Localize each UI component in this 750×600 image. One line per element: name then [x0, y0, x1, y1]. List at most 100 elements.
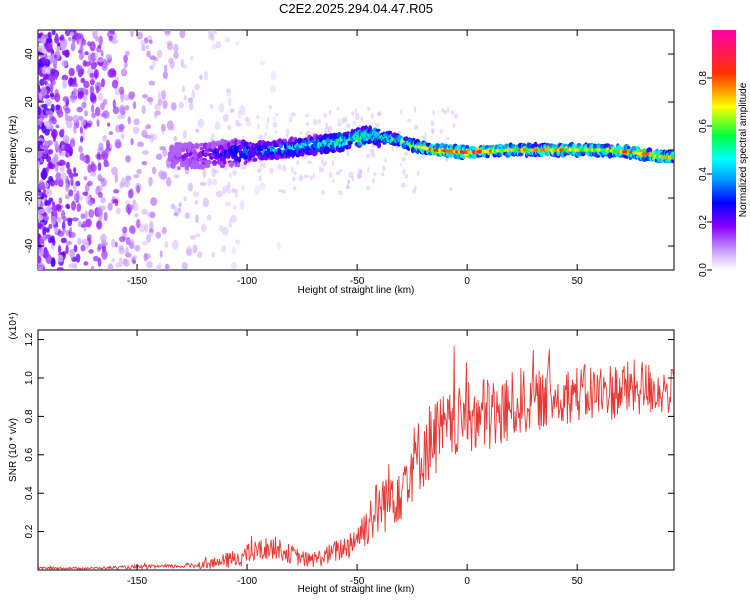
ridge-cell — [206, 160, 213, 165]
noise-blob — [38, 38, 42, 43]
noise-blob — [202, 197, 209, 208]
noise-blob — [95, 106, 101, 117]
noise-blob — [336, 170, 341, 176]
noise-blob — [241, 184, 245, 191]
noise-blob — [346, 151, 350, 156]
x-tick-label: 0 — [464, 576, 470, 587]
x-tick-label: -100 — [237, 576, 257, 587]
noise-blob — [181, 262, 188, 270]
noise-blob — [140, 40, 146, 47]
noise-blob — [77, 90, 85, 99]
noise-blob — [157, 91, 161, 101]
noise-blob — [136, 218, 141, 229]
noise-blob — [57, 110, 64, 118]
noise-blob — [101, 249, 108, 260]
noise-blob — [111, 79, 119, 89]
noise-blob — [158, 169, 165, 180]
colorbar-tick-label: 0.6 — [698, 119, 709, 133]
noise-blob — [401, 156, 406, 162]
noise-blob — [211, 167, 217, 178]
ridge-cell — [187, 141, 193, 147]
noise-blob — [275, 112, 279, 117]
noise-blob — [141, 104, 146, 115]
noise-blob — [101, 78, 105, 88]
noise-blob — [115, 141, 122, 149]
noise-blob — [208, 30, 214, 37]
noise-blob — [256, 115, 260, 119]
noise-blob — [62, 50, 70, 57]
noise-blob — [81, 101, 87, 109]
noise-blob — [38, 149, 44, 159]
noise-blob — [71, 83, 79, 88]
noise-blob — [265, 120, 269, 131]
x-tick-label: 0 — [464, 276, 470, 287]
noise-blob — [243, 164, 247, 169]
noise-blob — [173, 51, 179, 59]
noise-blob — [384, 157, 387, 163]
noise-blob — [212, 178, 217, 186]
ridge-cell — [275, 153, 279, 161]
noise-blob — [189, 235, 197, 240]
noise-blob — [360, 116, 364, 122]
noise-blob — [73, 244, 78, 253]
noise-blob — [146, 261, 153, 269]
noise-blob — [182, 130, 187, 140]
noise-blob — [213, 30, 218, 35]
noise-blob — [403, 151, 409, 157]
x-tick-label: 50 — [572, 276, 584, 287]
noise-blob — [132, 202, 139, 212]
noise-blob — [38, 247, 45, 257]
noise-blob — [38, 124, 41, 131]
y-tick-label: 40 — [24, 48, 35, 60]
noise-blob — [130, 138, 134, 146]
noise-blob — [423, 135, 427, 142]
noise-blob — [79, 126, 83, 134]
noise-blob — [149, 220, 154, 231]
noise-blob — [64, 107, 71, 114]
noise-blob — [285, 133, 289, 139]
noise-blob — [80, 77, 86, 84]
noise-blob — [298, 174, 304, 182]
noise-blob — [258, 175, 262, 182]
noise-blob — [162, 149, 168, 157]
noise-blob — [54, 71, 58, 80]
noise-blob — [118, 245, 124, 250]
ridge-cell — [237, 156, 242, 163]
noise-blob — [366, 185, 371, 191]
colorbar-tick-label: 0.0 — [698, 263, 709, 277]
noise-blob — [331, 159, 334, 167]
noise-blob — [124, 94, 130, 101]
ridge-cell — [183, 153, 189, 159]
noise-blob — [228, 218, 233, 229]
noise-blob — [38, 61, 41, 71]
noise-blob — [337, 122, 342, 127]
noise-blob — [184, 212, 190, 219]
noise-blob — [296, 159, 300, 166]
noise-blob — [304, 113, 310, 118]
noise-blob — [210, 33, 215, 41]
noise-blob — [149, 65, 154, 70]
noise-blob — [69, 248, 75, 259]
noise-blob — [227, 181, 231, 189]
noise-blob — [58, 197, 63, 205]
noise-blob — [351, 175, 355, 182]
snr-line — [38, 346, 674, 570]
noise-blob — [71, 217, 79, 222]
ridge-cell — [222, 159, 227, 165]
noise-blob — [76, 203, 82, 212]
noise-blob — [234, 239, 241, 245]
noise-blob — [124, 105, 130, 111]
noise-blob — [404, 173, 409, 179]
noise-blob — [336, 107, 340, 111]
noise-blob — [355, 113, 360, 121]
noise-blob — [69, 232, 76, 238]
noise-blob — [138, 223, 145, 233]
noise-blob — [84, 239, 89, 250]
noise-blob — [89, 85, 95, 96]
noise-blob — [432, 109, 435, 116]
snr-series — [38, 346, 674, 570]
noise-blob — [108, 35, 113, 41]
noise-blob — [73, 167, 77, 174]
noise-blob — [224, 36, 230, 43]
colorbar-label: Normalized spectral amplitude — [738, 82, 749, 217]
